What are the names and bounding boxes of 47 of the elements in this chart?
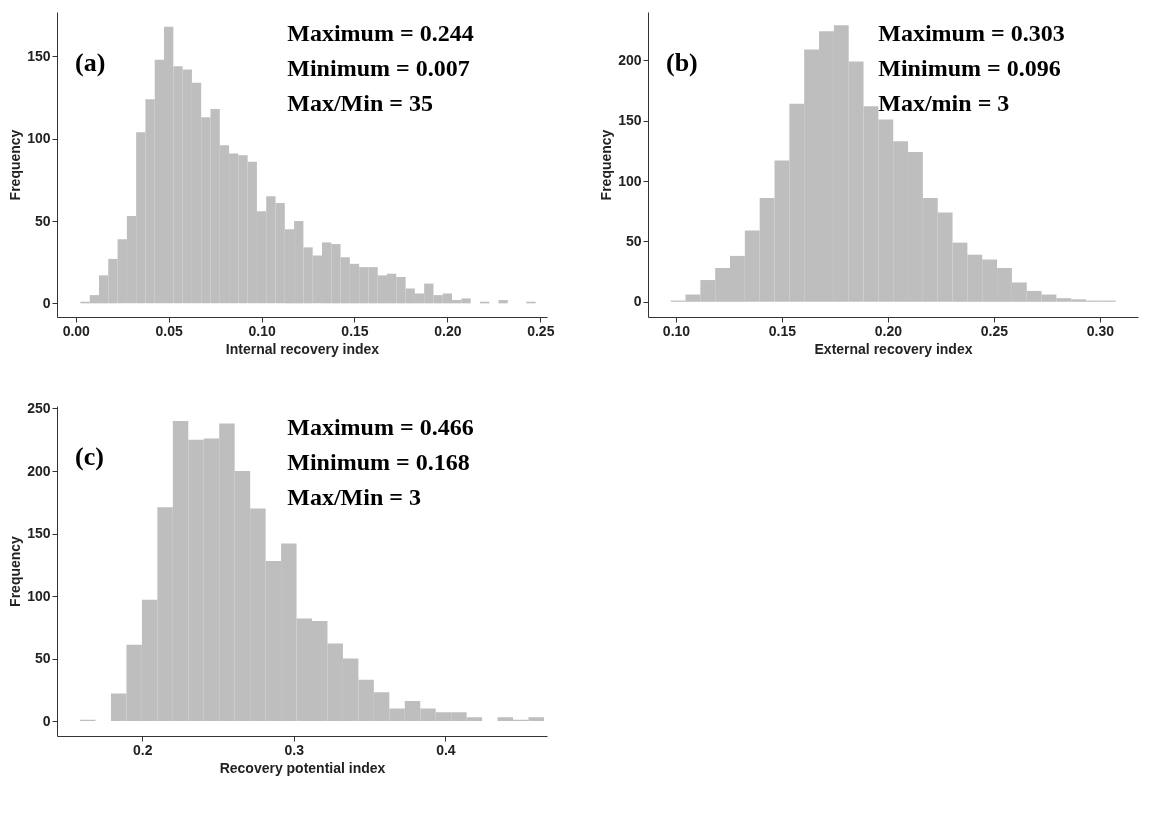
y-tick-label: 0 (42, 712, 51, 729)
x-tick-label: 0.30 (1086, 322, 1115, 339)
x-tick-label: 0.10 (662, 322, 691, 339)
y-tick-label: 150 (27, 525, 51, 541)
x-tick-label: 0.3 (284, 741, 305, 758)
y-tick-label: 100 (27, 587, 51, 604)
y-tick-label: 50 (625, 232, 642, 249)
annotation: Minimum = 0.007 (287, 55, 470, 81)
annotation: (b) (666, 48, 698, 77)
y-tick-label: 200 (618, 51, 642, 68)
y-tick-label: 0 (633, 293, 642, 310)
y-axis-title: Frequency (7, 535, 24, 607)
y-tick-label: 150 (618, 112, 642, 129)
x-tick-label: 0.00 (62, 322, 91, 339)
y-tick-label: 100 (618, 172, 642, 189)
x-tick-label: 0.20 (874, 322, 903, 339)
x-tick-label: 0.15 (341, 322, 369, 339)
annotation: (c) (75, 442, 104, 471)
annotation: Minimum = 0.096 (878, 55, 1061, 81)
x-axis-title: External recovery index (814, 340, 973, 357)
x-tick-label: 0.25 (980, 322, 1009, 339)
y-axis-title: Frequency (598, 129, 615, 201)
annotation: Maximum = 0.466 (287, 414, 474, 440)
x-tick-label: 0.25 (527, 322, 555, 339)
x-axis-title: Recovery potential index (219, 759, 386, 776)
x-tick-label: 0.20 (434, 322, 462, 339)
annotation: Max/Min = 35 (287, 90, 433, 116)
y-tick-label: 150 (27, 47, 51, 64)
x-tick-label: 0.2 (132, 741, 153, 758)
y-tick-label: 50 (34, 650, 51, 666)
annotation: Minimum = 0.168 (287, 449, 470, 475)
y-tick-label: 250 (27, 400, 51, 416)
annotation: Maximum = 0.244 (287, 20, 474, 46)
annotation: Max/Min = 3 (287, 484, 421, 510)
y-tick-label: 100 (27, 130, 51, 147)
y-tick-label: 0 (42, 294, 51, 311)
annotation: Maximum = 0.303 (878, 20, 1065, 46)
x-tick-label: 0.10 (248, 322, 276, 339)
x-axis-title: Internal recovery index (225, 340, 380, 357)
y-axis-title: Frequency (7, 129, 24, 201)
annotation: Max/min = 3 (878, 90, 1010, 116)
x-tick-label: 0.4 (436, 741, 456, 758)
x-tick-label: 0.05 (155, 322, 184, 339)
y-tick-label: 200 (27, 462, 51, 479)
x-tick-label: 0.15 (768, 322, 797, 339)
annotation: (a) (75, 48, 106, 77)
y-tick-label: 50 (34, 212, 51, 229)
